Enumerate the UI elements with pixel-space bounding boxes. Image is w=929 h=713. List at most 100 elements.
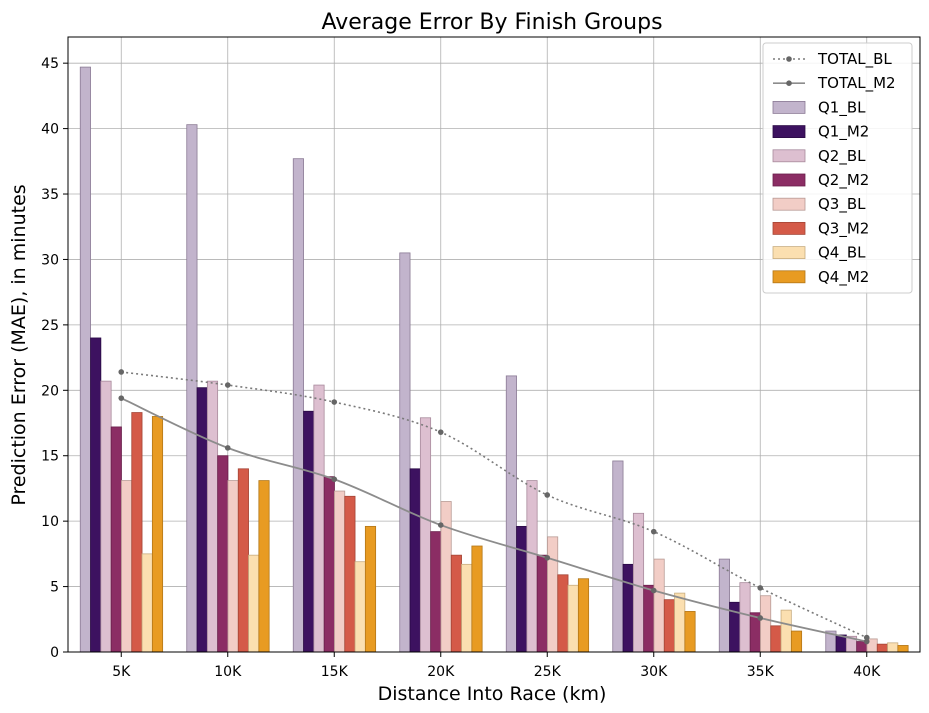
point-total-bl (118, 369, 125, 375)
bar-q3-bl (760, 595, 772, 653)
chart-title: Average Error By Finish Groups (321, 10, 662, 35)
point-total-m2 (757, 615, 764, 621)
bar-q4-bl (461, 563, 473, 653)
point-total-m2 (224, 445, 231, 451)
bar-q1-bl (79, 66, 91, 653)
bar-q1-m2 (196, 387, 208, 653)
legend-swatch-q2-bl (772, 149, 806, 163)
y-tick-label: 0 (50, 645, 59, 661)
legend-label-total-m2: TOTAL_M2 (817, 74, 896, 93)
point-total-bl (863, 634, 870, 641)
bar-q2-bl (526, 480, 538, 653)
point-total-m2 (118, 395, 125, 401)
bar-q1-m2 (516, 525, 528, 653)
bar-q3-bl (334, 490, 346, 653)
y-tick-label: 35 (41, 187, 59, 203)
bar-q3-m2 (131, 412, 143, 653)
bar-q3-m2 (237, 468, 249, 653)
bar-q3-bl (121, 480, 133, 653)
legend-label-q1-m2: Q1_M2 (818, 123, 869, 142)
legend-label-q1-bl: Q1_BL (818, 98, 866, 117)
bar-q1-m2 (622, 563, 634, 653)
legend-label-q4-m2: Q4_M2 (818, 268, 869, 287)
y-tick-label: 30 (41, 252, 59, 268)
legend: TOTAL_BL TOTAL_M2 Q1_BL Q1_M2 Q2_BL Q2_M2 Q3_B… (762, 42, 913, 294)
bar-q2-bl (206, 380, 219, 653)
bar-q1-bl (612, 460, 624, 653)
bar-q1-m2 (90, 337, 102, 653)
point-total-bl (224, 382, 231, 388)
y-tick-label: 25 (41, 318, 59, 334)
legend-swatch-q4-bl (772, 246, 806, 260)
total-lines (118, 369, 870, 645)
bar-q2-bl (419, 417, 432, 653)
legend-label-total-bl: TOTAL_BL (817, 50, 892, 69)
legend-label-q2-m2: Q2_M2 (818, 171, 869, 190)
bar-q1-bl (292, 158, 304, 653)
y-tick-label: 20 (41, 383, 59, 399)
point-total-m2 (331, 476, 338, 483)
y-tick-label: 40 (41, 122, 59, 138)
legend-label-q3-m2: Q3_M2 (818, 219, 869, 238)
bar-q2-bl (100, 380, 112, 653)
bar-q1-m2 (409, 468, 421, 653)
x-tick-label: 35K (747, 664, 775, 680)
x-axis-label: Distance Into Race (km) (378, 683, 607, 705)
line-total-bl (121, 371, 868, 639)
bar-q1-m2 (303, 410, 315, 653)
bar-q4-bl (141, 553, 153, 653)
bar-q2-bl (313, 384, 325, 653)
point-total-m2 (544, 554, 551, 561)
bar-q3-bl (547, 536, 559, 653)
y-tick-label: 15 (41, 449, 59, 465)
bar-q4-bl (674, 592, 686, 653)
legend-label-q2-bl: Q2_BL (818, 147, 866, 166)
bar-q4-bl (780, 609, 792, 653)
x-tick-label: 15K (321, 664, 349, 680)
x-axis-ticks: 5K 10K 15K 20K 25K 30K 35K 40K (112, 652, 881, 680)
bar-q1-bl (186, 124, 198, 653)
legend-swatch-q2-m2 (772, 173, 806, 187)
bar-q3-m2 (557, 574, 569, 653)
x-tick-label: 5K (112, 664, 131, 680)
bar-q2-m2 (110, 426, 122, 653)
point-total-bl (757, 585, 764, 591)
bar-q4-bl (887, 642, 899, 653)
legend-marker-total-m2 (786, 80, 792, 86)
legend-label-q4-bl: Q4_BL (818, 244, 866, 263)
bar-q1-bl (505, 375, 517, 653)
bar-q4-m2 (151, 416, 164, 653)
bar-q4-m2 (258, 480, 270, 653)
legend-swatch-q4-m2 (772, 270, 806, 284)
y-tick-label: 5 (50, 580, 59, 596)
bar-q4-bl (354, 561, 366, 653)
x-tick-label: 25K (534, 664, 562, 680)
y-axis-ticks: 0 5 10 15 20 25 30 35 40 45 (41, 56, 68, 661)
legend-swatch-q3-bl (772, 197, 806, 211)
y-tick-label: 10 (41, 514, 59, 530)
y-tick-label: 45 (41, 56, 59, 72)
point-total-bl (437, 429, 444, 435)
point-total-bl (650, 528, 657, 535)
x-tick-label: 20K (427, 664, 455, 680)
bar-q4-m2 (577, 578, 590, 653)
bar-q2-bl (739, 582, 751, 653)
point-total-m2 (863, 638, 870, 645)
bar-q2-m2 (323, 476, 335, 653)
bar-q4-m2 (897, 645, 909, 653)
plot-frame (67, 36, 921, 653)
bar-q3-m2 (450, 554, 462, 653)
legend-swatch-q3-m2 (772, 221, 806, 235)
bar-q4-m2 (364, 525, 377, 653)
legend-label-q3-bl: Q3_BL (818, 195, 866, 214)
bar-q3-m2 (770, 625, 782, 653)
bar-q4-m2 (684, 611, 696, 653)
bar-q3-m2 (876, 643, 888, 653)
legend-marker-total-bl (786, 56, 792, 62)
bar-q3-m2 (344, 495, 356, 653)
bar-q2-m2 (217, 455, 229, 653)
x-tick-label: 30K (640, 664, 668, 680)
point-total-m2 (437, 522, 444, 528)
bar-q4-m2 (471, 545, 483, 653)
